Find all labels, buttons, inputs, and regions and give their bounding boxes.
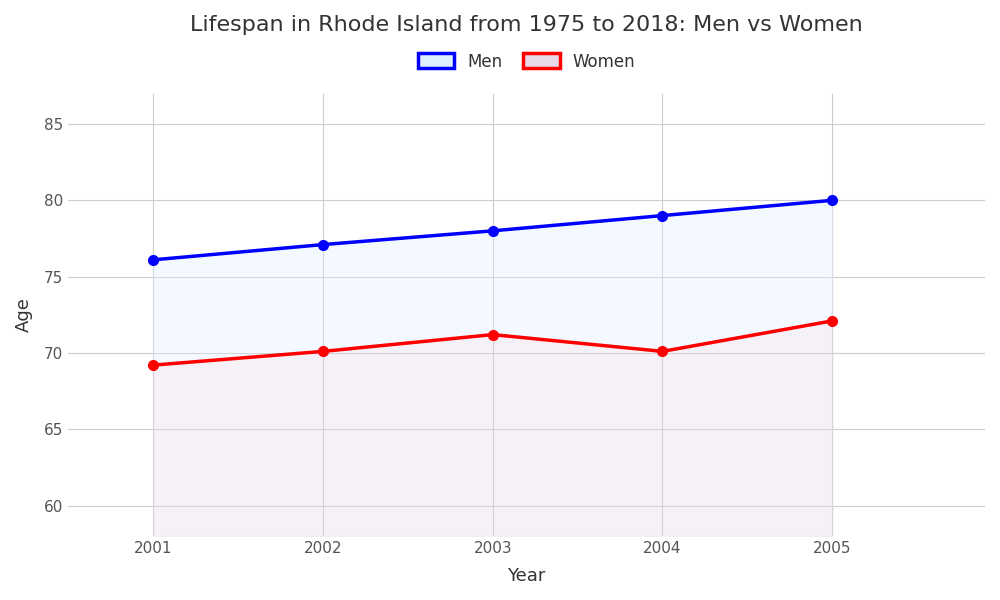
Title: Lifespan in Rhode Island from 1975 to 2018: Men vs Women: Lifespan in Rhode Island from 1975 to 20… — [190, 15, 863, 35]
Legend: Men, Women: Men, Women — [409, 44, 644, 79]
X-axis label: Year: Year — [507, 567, 546, 585]
Y-axis label: Age: Age — [15, 298, 33, 332]
